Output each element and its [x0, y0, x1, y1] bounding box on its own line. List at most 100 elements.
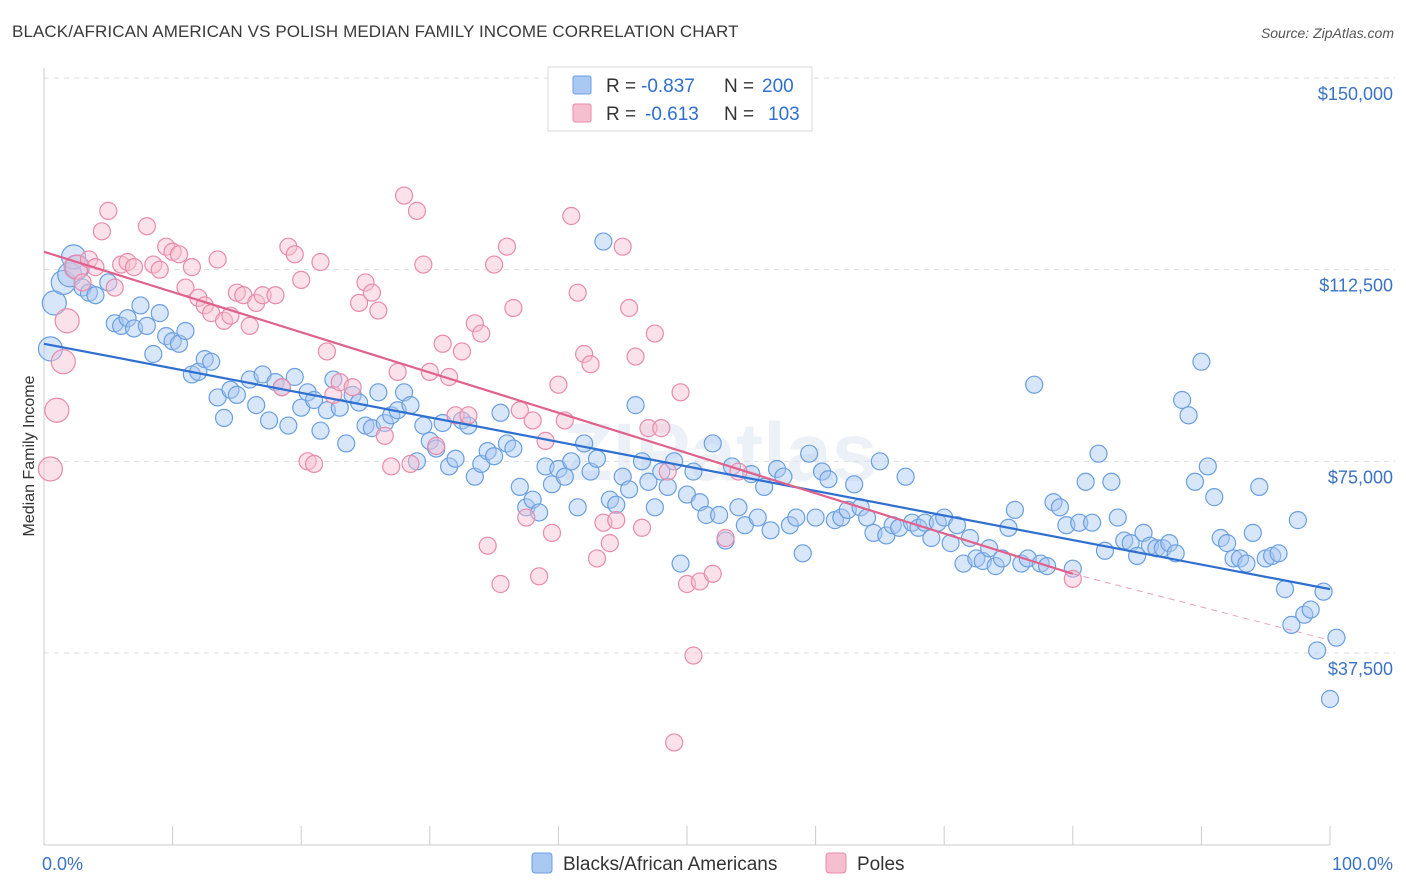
data-point	[150, 304, 169, 323]
data-point	[44, 397, 70, 423]
data-point	[1198, 457, 1217, 476]
data-point	[1102, 472, 1121, 491]
data-point	[343, 378, 362, 397]
data-point	[491, 574, 510, 594]
data-point	[671, 554, 690, 573]
data-point	[401, 454, 420, 473]
data-point	[1179, 406, 1198, 425]
data-point	[620, 480, 639, 499]
data-point	[845, 475, 864, 494]
data-point	[607, 495, 626, 514]
trend-line-blacks	[43, 342, 1331, 591]
series-poles-points	[37, 186, 1082, 752]
data-point	[761, 521, 780, 540]
data-point	[594, 232, 613, 251]
data-point	[562, 452, 581, 471]
legend-r-label: R =	[606, 76, 636, 97]
data-point	[1301, 600, 1320, 619]
data-point	[362, 283, 382, 302]
data-point	[1218, 534, 1237, 553]
legend-n-value-pink: 103	[768, 104, 800, 125]
data-point	[1192, 352, 1211, 371]
data-point	[137, 316, 156, 335]
data-point	[427, 436, 446, 456]
series-blacks-points	[37, 232, 1346, 709]
data-point	[37, 456, 64, 482]
data-point	[285, 245, 304, 264]
bottom-legend-swatch-pink	[825, 852, 847, 874]
data-point	[1160, 534, 1179, 553]
data-point	[227, 385, 246, 404]
data-point	[645, 498, 664, 517]
data-point	[472, 324, 491, 343]
data-point	[581, 355, 600, 374]
data-point	[555, 467, 574, 486]
data-point	[1185, 472, 1205, 491]
data-point	[137, 217, 156, 236]
data-point	[1070, 513, 1089, 532]
data-point	[150, 260, 169, 279]
data-point	[1166, 544, 1185, 563]
data-point	[510, 477, 529, 496]
data-point	[433, 334, 452, 353]
data-point	[54, 308, 80, 334]
data-point	[99, 201, 118, 220]
legend-r-label: R =	[606, 104, 636, 125]
data-point	[317, 342, 337, 361]
data-point	[1237, 554, 1256, 573]
chart-source: Source: ZipAtlas.com	[1260, 25, 1394, 41]
data-point	[992, 549, 1012, 568]
data-point	[240, 316, 259, 335]
data-point	[414, 255, 433, 274]
data-point	[587, 549, 607, 568]
data-point	[253, 286, 272, 305]
bottom-legend-swatch-blue	[531, 852, 553, 874]
data-point	[1108, 508, 1127, 527]
data-point	[947, 516, 967, 535]
data-point	[530, 567, 549, 586]
data-point	[504, 298, 523, 318]
data-point	[214, 408, 234, 427]
data-point	[787, 508, 806, 527]
data-point	[710, 505, 729, 525]
y-tick-labels: $37,500 $75,000 $112,500 $150,000	[1318, 84, 1393, 679]
data-point	[658, 477, 677, 496]
data-point	[414, 416, 433, 435]
data-point	[632, 518, 652, 537]
data-point	[1050, 498, 1070, 517]
legend-swatch-blue	[572, 75, 592, 95]
data-point	[407, 201, 427, 220]
data-point	[806, 508, 825, 527]
legend-swatch-pink	[572, 103, 592, 123]
data-point	[549, 375, 568, 394]
data-point	[800, 444, 819, 463]
data-point	[639, 472, 658, 491]
data-point	[452, 342, 472, 361]
data-point	[292, 270, 311, 289]
data-point	[401, 396, 420, 415]
data-point	[304, 454, 324, 473]
data-point	[375, 426, 394, 445]
data-point	[465, 314, 484, 333]
data-point	[491, 403, 510, 422]
data-point	[266, 286, 285, 305]
trend-lines	[43, 250, 1331, 641]
data-point	[748, 508, 767, 527]
data-point	[337, 434, 356, 453]
data-point	[285, 367, 304, 387]
data-point	[259, 411, 279, 430]
data-point	[587, 449, 607, 468]
data-point	[1082, 513, 1102, 532]
data-point	[176, 321, 195, 341]
data-point	[311, 252, 330, 272]
legend-n-label: N =	[724, 76, 754, 97]
data-point	[652, 419, 671, 438]
data-point	[626, 347, 645, 366]
data-point	[144, 344, 163, 364]
data-point	[632, 452, 652, 471]
data-point	[73, 273, 92, 292]
data-point	[1243, 523, 1262, 542]
data-point	[279, 416, 298, 435]
data-point	[497, 237, 517, 256]
data-point	[870, 452, 890, 471]
